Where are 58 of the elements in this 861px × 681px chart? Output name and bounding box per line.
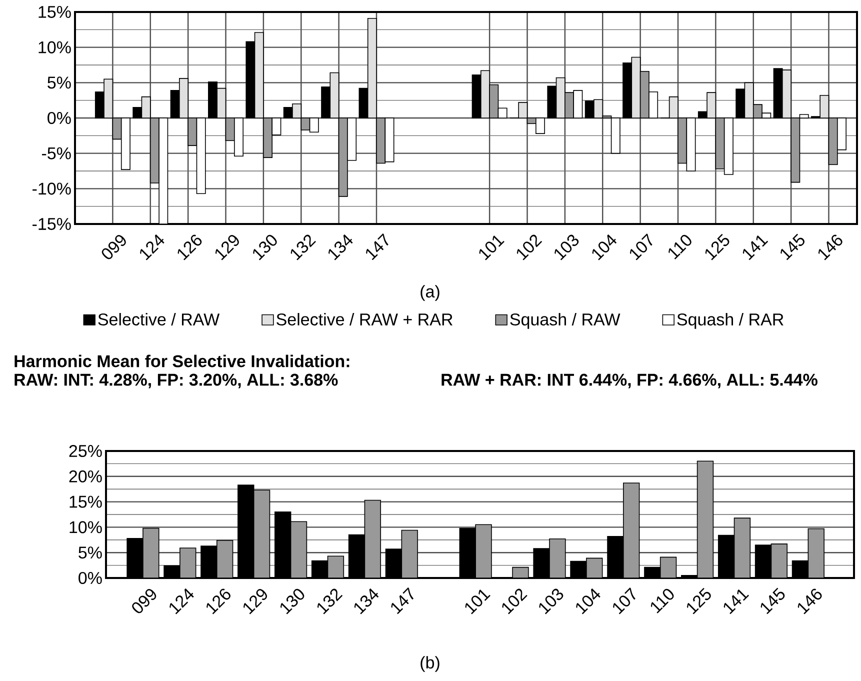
legend-label: Selective / RAW: [98, 313, 220, 326]
x-tick-label: 099: [132, 589, 156, 614]
y-tick-label: 10%: [38, 41, 71, 54]
x-tick-label: 102: [516, 234, 542, 260]
x-tick-label: 107: [613, 588, 636, 614]
x-tick-label: 104: [576, 588, 600, 614]
x-tick-label: 147: [391, 587, 414, 614]
y-tick-label: 20%: [69, 470, 102, 482]
x-tick-label: 145: [780, 234, 804, 260]
x-tick-label: 125: [705, 234, 730, 260]
y-tick-label: 0%: [48, 112, 71, 124]
x-tick-label: 125: [686, 588, 711, 614]
x-tick-label: 130: [253, 234, 277, 260]
x-tick-label: 126: [206, 588, 230, 614]
x-tick-label: 102: [502, 588, 528, 614]
chart-title: Harmonic Mean for Selective Invalidation:: [14, 354, 350, 368]
text: RAW: INT: 4.28%, FP: 3.20%, ALL: 3.68%: [14, 374, 338, 388]
x-tick-label: 103: [554, 234, 579, 260]
y-tick-label: 15%: [70, 496, 102, 508]
x-tick-label: 146: [818, 234, 842, 260]
x-tick-label: 101: [479, 236, 504, 260]
x-tick-label: 145: [760, 588, 785, 614]
y-tick-label: 25%: [69, 444, 102, 458]
x-tick-label: 129: [243, 589, 267, 614]
x-tick-label: 104: [592, 234, 617, 260]
x-tick-label: 134: [328, 234, 353, 260]
y-tick-label: 0%: [78, 572, 102, 584]
x-tick-label: 124: [170, 588, 194, 614]
y-tick-label: 5%: [48, 76, 71, 89]
x-tick-label: 132: [290, 234, 316, 260]
x-tick-label: 110: [668, 234, 692, 260]
legend-label: Squash / RAR: [677, 313, 784, 329]
y-tick-label: -10%: [32, 182, 71, 195]
x-tick-label: 110: [650, 588, 674, 614]
text: (b): [420, 656, 440, 672]
x-tick-label: 099: [102, 235, 126, 260]
x-tick-label: 126: [178, 234, 202, 260]
x-tick-label: 134: [354, 588, 379, 614]
x-tick-label: 141: [724, 589, 750, 614]
x-tick-label: 146: [798, 588, 822, 614]
text: (a): [420, 285, 440, 301]
legend-label: Selective / RAW + RAR: [276, 313, 452, 326]
text: RAW + RAR: INT 6.44%, FP: 4.66%, ALL: 5.44%: [442, 374, 818, 388]
x-tick-label: 103: [539, 588, 564, 614]
y-tick-label: -15%: [32, 218, 71, 230]
x-tick-label: 124: [140, 234, 164, 260]
x-tick-label: 147: [366, 233, 388, 260]
y-tick-label: -5%: [42, 147, 71, 160]
x-tick-label: 101: [465, 590, 490, 614]
x-tick-label: 132: [317, 588, 343, 614]
x-tick-label: 129: [215, 235, 239, 260]
y-tick-label: 5%: [78, 546, 102, 559]
x-tick-label: 130: [280, 588, 304, 614]
legend-label: Squash / RAW: [510, 313, 620, 329]
x-tick-label: 107: [630, 234, 652, 260]
y-tick-label: 15%: [38, 6, 71, 18]
y-tick-label: 10%: [70, 521, 102, 534]
x-tick-label: 141: [742, 235, 768, 260]
